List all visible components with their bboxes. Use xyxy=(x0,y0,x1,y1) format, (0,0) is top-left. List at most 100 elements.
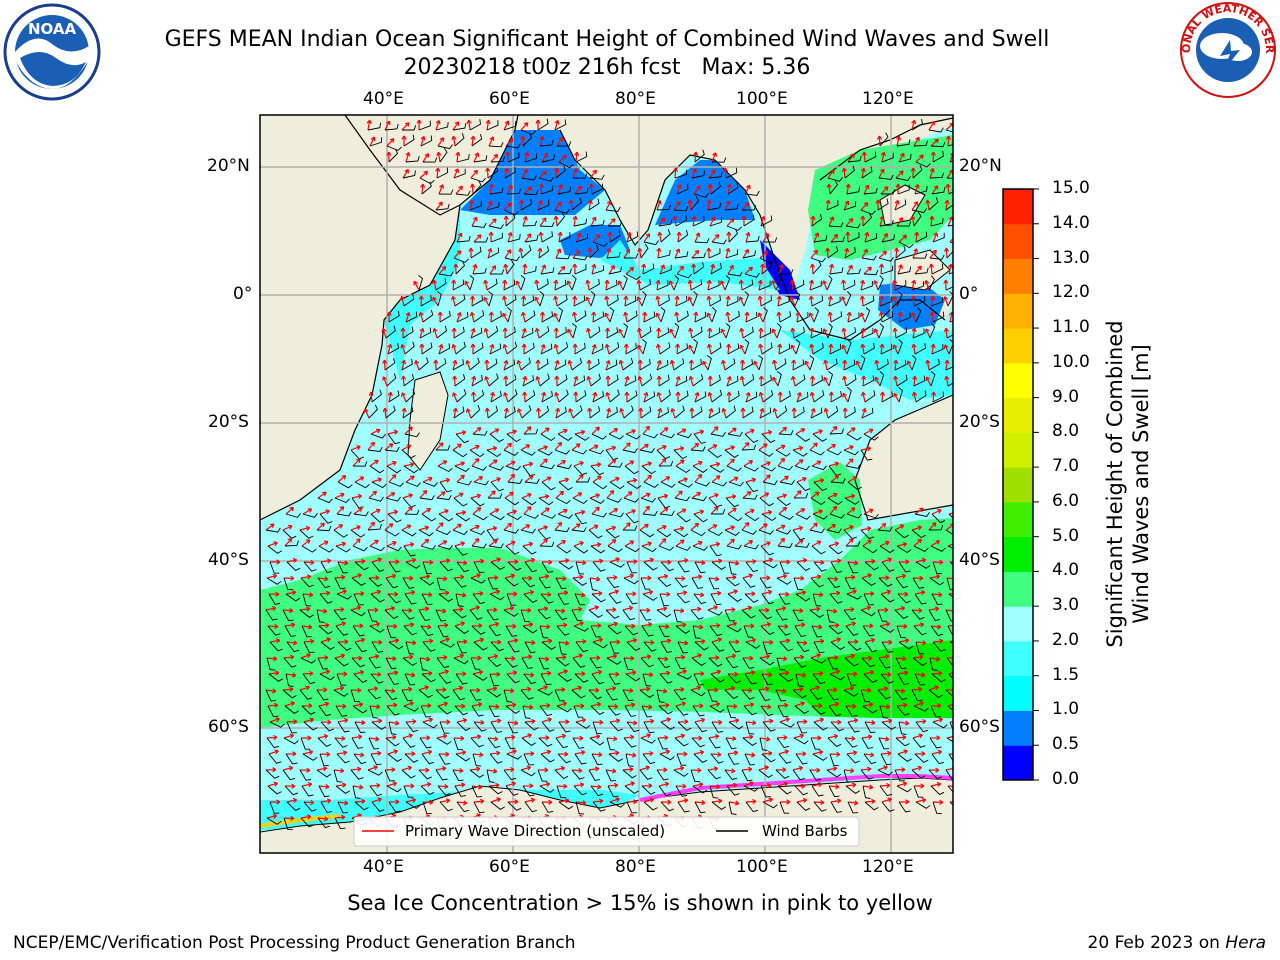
wind-barb xyxy=(452,359,464,371)
wind-barb xyxy=(300,577,314,588)
wind-barb xyxy=(674,737,689,747)
wave-direction-arrow xyxy=(473,637,485,643)
wind-barb xyxy=(469,529,485,536)
wind-barb xyxy=(401,609,415,620)
wind-barb xyxy=(690,769,700,783)
wind-barb xyxy=(709,625,723,637)
wind-barb xyxy=(945,286,953,291)
wind-barb xyxy=(793,737,809,745)
wave-direction-arrow xyxy=(453,735,465,741)
wave-direction-arrow xyxy=(350,525,361,531)
wave-direction-arrow xyxy=(759,407,765,419)
wind-barb xyxy=(709,295,721,307)
wind-barb xyxy=(353,511,369,517)
wave-direction-arrow xyxy=(946,656,953,659)
wind-barb xyxy=(932,641,946,652)
wind-barb xyxy=(674,323,680,339)
wave-direction-arrow xyxy=(656,391,662,403)
wave-direction-arrow xyxy=(777,457,785,467)
wind-barb xyxy=(574,593,586,606)
wave-direction-arrow xyxy=(792,445,804,451)
wind-barb xyxy=(674,496,690,502)
wave-direction-arrow xyxy=(813,799,825,806)
wind-barb xyxy=(588,358,600,371)
wind-barb xyxy=(556,141,572,147)
wave-direction-arrow xyxy=(758,343,764,355)
wind-barb xyxy=(625,513,639,524)
wind-barb xyxy=(539,221,555,228)
wind-barb xyxy=(879,296,892,307)
wave-direction-arrow xyxy=(862,702,874,708)
wind-barb xyxy=(286,721,297,734)
wind-barb xyxy=(724,449,739,458)
wind-barb xyxy=(268,673,284,682)
wave-direction-arrow xyxy=(573,391,579,403)
wave-direction-arrow xyxy=(659,591,671,597)
map-subtitle: 20230218 t00z 216h fcst Max: 5.36 xyxy=(0,55,1214,80)
wave-direction-arrow xyxy=(643,233,651,243)
wind-barb xyxy=(813,721,828,731)
wave-direction-arrow xyxy=(520,135,526,147)
wind-barb xyxy=(827,323,833,339)
wave-direction-arrow xyxy=(692,460,703,467)
wave-direction-arrow xyxy=(626,720,638,726)
wind-barb xyxy=(812,513,828,520)
wind-barb xyxy=(677,229,689,243)
wind-barb xyxy=(693,593,707,605)
wave-direction-arrow xyxy=(744,623,755,629)
wave-direction-arrow xyxy=(912,375,918,387)
wind-barb xyxy=(626,481,642,490)
wind-barb xyxy=(830,391,842,403)
wave-direction-arrow xyxy=(779,717,790,723)
wave-direction-arrow xyxy=(455,671,467,677)
wind-barb xyxy=(658,705,673,715)
wind-barb xyxy=(844,657,859,667)
wind-barb xyxy=(846,541,861,547)
wind-barb xyxy=(946,177,953,179)
wind-barb xyxy=(725,323,731,339)
wave-direction-arrow xyxy=(864,558,876,564)
wave-direction-arrow xyxy=(720,359,726,371)
wave-direction-arrow xyxy=(384,605,396,611)
wind-barb xyxy=(557,186,572,195)
wind-barb xyxy=(624,625,638,636)
wave-direction-arrow xyxy=(592,798,604,804)
wave-direction-arrow xyxy=(741,605,753,611)
wave-direction-arrow xyxy=(829,751,841,757)
wave-direction-arrow xyxy=(388,638,400,644)
wave-direction-arrow xyxy=(898,559,910,565)
wind-barb xyxy=(777,705,789,718)
wave-direction-arrow xyxy=(641,541,652,547)
wind-barb xyxy=(554,609,568,621)
wind-barb xyxy=(571,769,585,780)
wind-barb xyxy=(690,609,704,620)
wind-barb xyxy=(335,625,349,636)
wind-barb xyxy=(778,513,794,520)
wind-barb xyxy=(489,343,502,355)
barb-legend-label: Wind Barbs xyxy=(762,822,848,840)
wind-barb xyxy=(334,657,349,667)
wave-direction-arrow xyxy=(505,781,516,787)
wind-barb xyxy=(931,753,945,765)
wind-barb xyxy=(656,609,672,618)
wave-direction-arrow xyxy=(585,327,591,339)
wind-barb xyxy=(843,449,859,456)
wave-direction-arrow xyxy=(677,558,689,564)
wind-barb xyxy=(333,769,343,783)
wind-barb xyxy=(656,359,669,371)
wind-barb xyxy=(863,342,875,355)
wind-barb xyxy=(794,625,807,637)
wave-direction-arrow xyxy=(795,508,806,515)
wind-barb xyxy=(488,373,499,387)
wave-direction-arrow xyxy=(879,704,891,710)
colorbar-tick-label: 8.0 xyxy=(1052,421,1080,442)
wind-barb xyxy=(403,134,415,147)
wind-barb xyxy=(708,407,721,419)
wind-barb xyxy=(437,144,453,150)
wave-direction-arrow xyxy=(504,491,514,499)
wave-direction-arrow xyxy=(676,428,687,435)
wind-barb xyxy=(354,481,370,489)
wind-barb xyxy=(624,545,640,553)
wave-direction-arrow xyxy=(387,429,399,435)
wave-direction-arrow xyxy=(674,343,681,355)
